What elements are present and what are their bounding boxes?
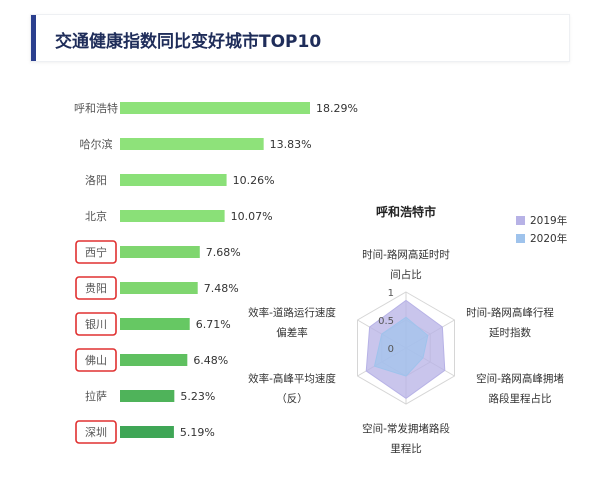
bar-value-label: 6.48% [193,354,228,367]
radar-axis-label: 时间-路网高峰行程 [466,306,554,319]
radar-axis-label: 时间-路网高延时时 [362,248,450,261]
bar-value-label: 18.29% [316,102,358,115]
bar-category-label: 深圳 [85,426,107,439]
bar-value-label: 10.07% [231,210,273,223]
radar-axis-label: （反） [276,393,308,405]
highlight-box-6 [75,276,117,300]
bar-category-label: 北京 [85,209,107,223]
highlight-box-8 [75,348,117,372]
radar-axis-label: 偏差率 [276,326,308,339]
legend-swatch-2 [516,234,525,243]
radar-axis-label: 效率-高峰平均速度 [248,372,336,385]
chart-panel: 呼和浩特 18.29% 哈尔滨 13.83% 洛阳 10.26% 北京 10.07% 西宁 7.6… [30,76,578,470]
bar-category-label: 银川 [85,317,107,331]
bar-6 [120,282,198,294]
bar-value-label: 5.23% [180,390,215,403]
radar-axis-label: 里程比 [390,442,422,455]
bar-8 [120,354,188,366]
radar-axis-label: 路段里程占比 [489,392,552,405]
highlight-box-5 [75,240,117,264]
bar-category-label: 拉萨 [85,389,107,403]
bar-1 [120,102,310,114]
bar-7 [120,318,190,330]
legend-swatch-1 [516,216,525,225]
radar-axis-label: 间占比 [390,268,422,281]
radar-title: 呼和浩特市 [376,204,436,219]
bar-value-label: 5.19% [180,426,215,439]
bar-5 [120,246,200,258]
bar-value-label: 7.48% [204,282,239,295]
radar-tick-label: 0.5 [378,316,394,327]
highlight-box-7 [75,312,117,336]
bar-value-label: 13.83% [270,138,312,151]
bar-category-label: 佛山 [85,354,107,367]
bar-category-label: 贵阳 [85,282,107,295]
bar-category-label: 哈尔滨 [80,137,113,151]
radar-axis-label: 空间-常发拥堵路段 [362,422,450,435]
bar-value-label: 7.68% [206,246,241,259]
radar-series-2 [373,316,429,377]
radar-tick-label: 0 [388,344,394,355]
title-accent-bar [31,15,36,61]
radar-tick-label: 1 [388,288,394,299]
bar-4 [120,210,225,222]
bar-2 [120,138,264,150]
page-title: 交通健康指数同比变好城市TOP10 [55,32,322,52]
chart-canvas: 呼和浩特 18.29% 哈尔滨 13.83% 洛阳 10.26% 北京 10.07% 西宁 7.6… [74,101,567,455]
title-banner: 交通健康指数同比变好城市TOP10 [30,14,570,62]
bar-category-label: 西宁 [85,245,107,259]
legend-label: 2020年 [530,232,567,245]
legend-label: 2019年 [530,214,567,227]
bar-3 [120,174,227,186]
radar-axis-label: 空间-路网高峰拥堵 [476,372,564,385]
bar-9 [120,390,175,402]
radar-axis-label: 效率-道路运行速度 [248,306,336,319]
bar-value-label: 10.26% [233,174,275,187]
highlight-box-10 [75,420,117,444]
bar-category-label: 呼和浩特 [74,101,118,115]
bar-value-label: 6.71% [196,318,231,331]
radar-axis-label: 延时指数 [489,326,531,339]
bar-10 [120,426,174,438]
bar-category-label: 洛阳 [85,173,107,187]
